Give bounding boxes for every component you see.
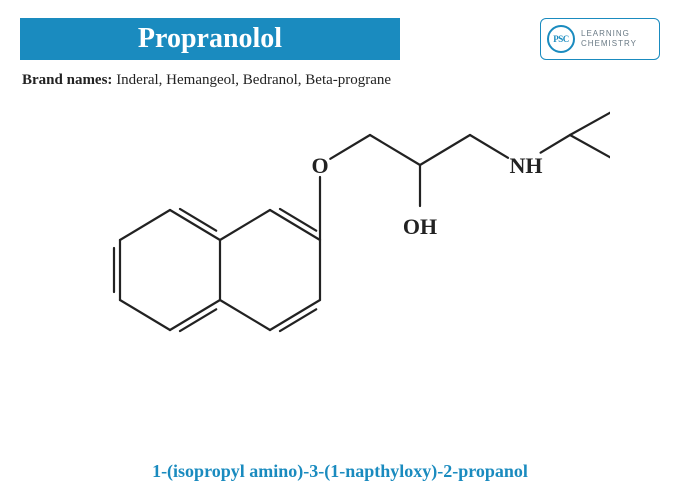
iupac-name: 1-(isopropyl amino)-3-(1-napthyloxy)-2-p… xyxy=(0,461,680,482)
logo-text-line2: CHEMISTRY xyxy=(581,39,637,49)
brand-logo: PSC LEARNING CHEMISTRY xyxy=(540,18,660,60)
svg-text:NH: NH xyxy=(510,153,543,178)
logo-text: LEARNING CHEMISTRY xyxy=(581,29,637,48)
svg-text:O: O xyxy=(311,153,328,178)
brand-names-value: Inderal, Hemangeol, Bedranol, Beta-progr… xyxy=(116,72,391,88)
brand-names-line: Brand names: Inderal, Hemangeol, Bedrano… xyxy=(22,72,391,89)
logo-ring-icon: PSC xyxy=(547,25,575,53)
brand-names-label: Brand names: xyxy=(22,72,112,88)
svg-text:OH: OH xyxy=(403,214,437,239)
title-bar: Propranolol xyxy=(20,18,400,60)
chemical-structure: O NH OH xyxy=(50,100,610,440)
logo-text-line1: LEARNING xyxy=(581,29,637,39)
